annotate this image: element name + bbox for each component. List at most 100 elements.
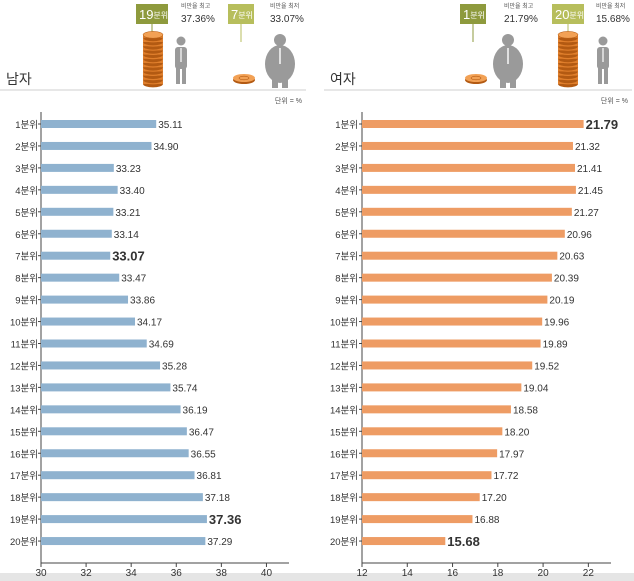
x-tick-label: 36: [171, 568, 183, 579]
data-label: 17.20: [482, 493, 507, 504]
category-label: 6분위: [335, 229, 358, 241]
bar: [41, 537, 206, 546]
bar: [362, 405, 511, 414]
bar: [41, 229, 112, 238]
bar: [41, 207, 114, 216]
data-label: 34.90: [153, 142, 178, 153]
data-label: 21.32: [575, 142, 600, 153]
note-label: 비만율 최저: [270, 2, 299, 10]
x-tick-label: 12: [356, 568, 368, 579]
data-label: 20.96: [567, 230, 592, 241]
data-label: 36.19: [183, 405, 208, 416]
bar: [362, 120, 584, 128]
data-label: 21.41: [577, 164, 602, 175]
category-label: 15분위: [330, 426, 358, 438]
note-value: 15.68%: [596, 14, 630, 25]
bar: [41, 163, 114, 172]
category-label: 13분위: [10, 382, 38, 394]
data-label: 18.20: [504, 427, 529, 438]
obesity-note: 비만율 최고 21.79%: [504, 2, 538, 25]
category-label: 19분위: [10, 514, 38, 526]
note-label: 비만율 최저: [596, 2, 625, 10]
x-tick-label: 34: [126, 568, 138, 579]
bar: [41, 493, 203, 502]
category-label: 6분위: [15, 229, 38, 241]
data-label: 35.11: [158, 120, 183, 131]
bar: [362, 251, 558, 260]
data-label: 16.88: [474, 515, 499, 526]
quantile-badge: 19 분위: [136, 4, 168, 42]
category-label: 5분위: [335, 207, 358, 219]
data-label: 35.28: [162, 361, 187, 372]
category-label: 20분위: [330, 536, 358, 548]
x-tick-label: 20: [538, 568, 550, 579]
category-label: 16분위: [10, 448, 38, 460]
quantile-badge: 1 분위: [460, 4, 486, 42]
badge-unit: 분위: [238, 11, 253, 20]
obesity-note: 비만율 최저 33.07%: [270, 2, 304, 25]
category-label: 14분위: [10, 404, 38, 416]
category-label: 12분위: [330, 360, 358, 372]
data-label: 19.52: [534, 361, 559, 372]
badge-unit: 분위: [569, 11, 584, 20]
category-label: 19분위: [330, 514, 358, 526]
note-value: 33.07%: [270, 14, 304, 25]
data-label: 34.17: [137, 318, 162, 329]
note-value: 21.79%: [504, 14, 538, 25]
data-label: 33.40: [120, 186, 145, 197]
data-label: 20.63: [559, 252, 584, 263]
bar: [362, 471, 492, 480]
bar: [41, 405, 181, 414]
bar: [41, 251, 111, 260]
bar: [41, 185, 118, 194]
badge-number: 1: [463, 7, 470, 22]
data-label: 20.39: [554, 274, 579, 285]
bar: [362, 295, 548, 304]
category-label: 11분위: [331, 339, 358, 351]
bar: [362, 427, 503, 436]
bar: [41, 295, 129, 304]
slim-person-icon: [597, 36, 609, 84]
bar: [41, 361, 161, 370]
bar: [362, 515, 473, 524]
data-label: 37.18: [205, 493, 230, 504]
data-label: 15.68: [447, 534, 480, 549]
quantile-badge: 20 분위: [552, 4, 584, 42]
badge-number: 20: [555, 7, 569, 22]
data-label: 37.29: [207, 537, 232, 548]
data-label: 17.97: [499, 449, 524, 460]
bar: [362, 493, 480, 502]
category-label: 9분위: [15, 295, 38, 307]
category-label: 4분위: [335, 185, 358, 197]
bar: [41, 449, 189, 458]
data-label: 17.72: [493, 471, 518, 482]
note-label: 비만율 최고: [504, 2, 534, 10]
bar: [41, 383, 171, 392]
bar: [362, 383, 522, 392]
obesity-note: 비만율 최고 37.36%: [181, 2, 215, 25]
panel-title: 여자: [330, 71, 356, 87]
category-label: 8분위: [15, 273, 38, 285]
category-label: 8분위: [335, 273, 358, 285]
data-label: 33.47: [121, 274, 146, 285]
bar: [41, 141, 152, 150]
data-label: 34.69: [149, 340, 174, 351]
footer-strip: [0, 573, 634, 581]
category-label: 3분위: [335, 163, 358, 175]
category-label: 7분위: [15, 251, 38, 263]
bar: [41, 339, 147, 348]
x-tick-label: 16: [447, 568, 459, 579]
data-label: 35.74: [172, 383, 197, 394]
category-label: 1분위: [15, 119, 38, 131]
heavy-person-icon: [493, 34, 523, 88]
coin-stack-icon: [557, 31, 579, 88]
bar: [41, 515, 207, 524]
category-label: 17분위: [10, 470, 38, 482]
bar: [41, 120, 157, 128]
data-label: 19.04: [523, 383, 548, 394]
panel-title: 남자: [6, 71, 32, 87]
data-label: 19.89: [543, 340, 568, 351]
data-label: 21.79: [586, 117, 619, 132]
